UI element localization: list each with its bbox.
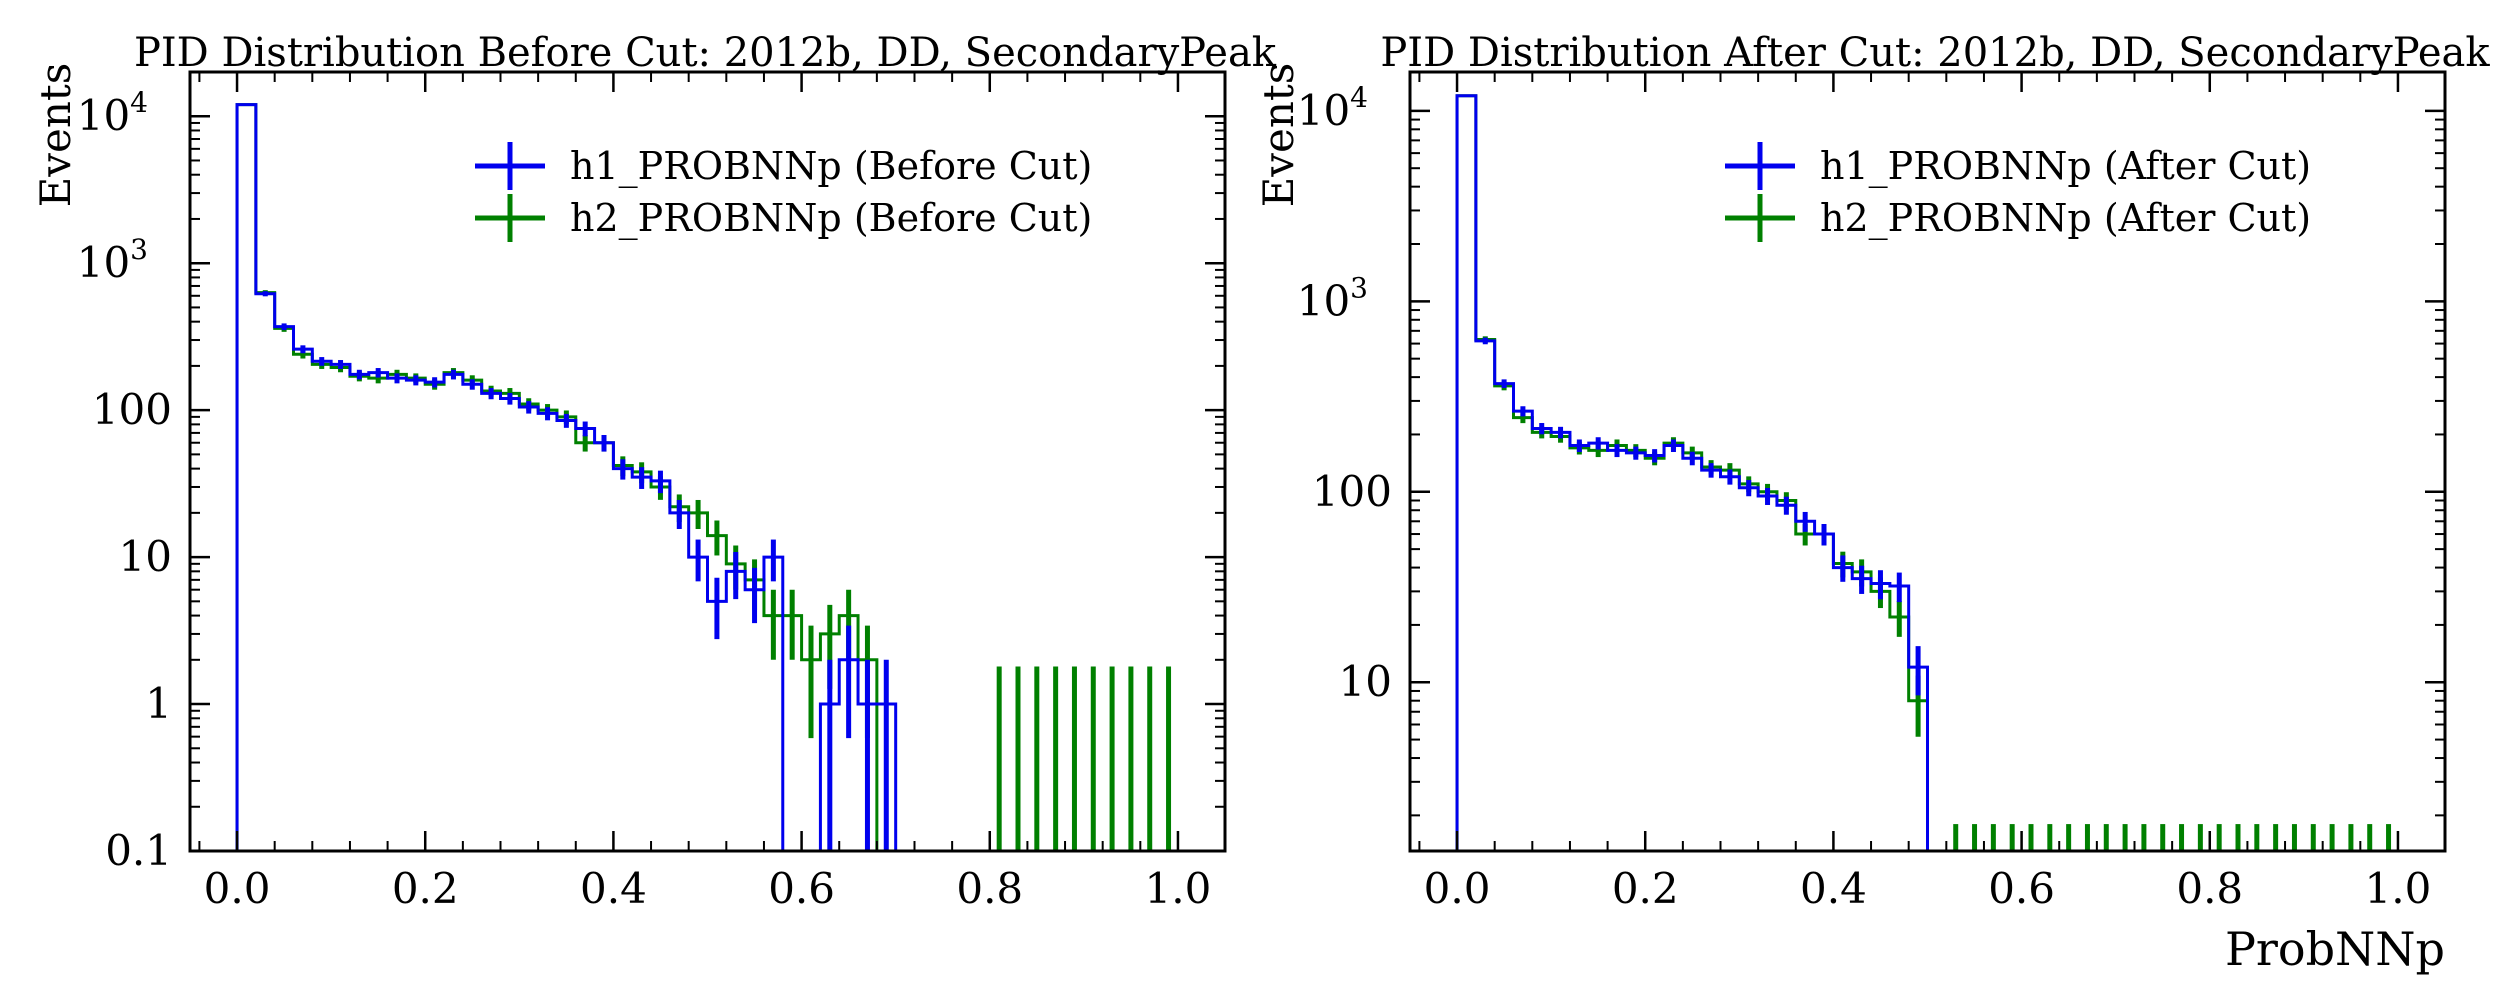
x-tick-label: 0.6	[768, 864, 835, 913]
x-tick-label: 0.0	[204, 864, 271, 913]
x-tick-label: 0.6	[1988, 864, 2055, 913]
legend-label-2: h2_PROBNNp (Before Cut)	[570, 196, 1092, 241]
x-tick-label: 0.0	[1424, 864, 1491, 913]
x-tick-label: 0.8	[956, 864, 1023, 913]
x-tick-label: 0.2	[1612, 864, 1679, 913]
x-tick-label: 0.2	[392, 864, 459, 913]
legend-label-1: h1_PROBNNp (After Cut)	[1820, 144, 2311, 189]
x-tick-label: 0.4	[1800, 864, 1867, 913]
y-tick-label: 100	[1312, 467, 1392, 516]
y-tick-label: 10	[119, 532, 172, 581]
panel-before-cut: PID Distribution Before Cut: 2012b, DD, …	[31, 30, 1277, 913]
y-tick-label: 10	[1339, 657, 1392, 706]
y-tick-label: 1	[145, 679, 172, 728]
panel-after-cut-ticks: 0.0 0.2 0.4 0.6 0.8 1.0 104 103 100 10	[1297, 72, 2445, 913]
y-tick-label: 103	[1297, 271, 1368, 325]
y-tick-label: 100	[92, 385, 172, 434]
legend-label-2: h2_PROBNNp (After Cut)	[1820, 196, 2311, 241]
panel-after-cut-ylabel: Events	[1254, 63, 1303, 208]
panel-before-cut-ticks: 0.0 0.2 0.4 0.6 0.8 1.0 104 103 100 10 1 0.1	[77, 71, 1225, 913]
panel-after-cut-legend: h1_PROBNNp (After Cut) h2_PROBNNp (After …	[1725, 142, 2311, 242]
panel-after-cut-title: PID Distribution After Cut: 2012b, DD, S…	[1380, 30, 2490, 76]
panel-after-cut-xlabel: ProbNNp	[2225, 922, 2445, 976]
y-tick-label: 103	[77, 233, 148, 287]
x-tick-label: 0.8	[2176, 864, 2243, 913]
panel-after-cut: PID Distribution After Cut: 2012b, DD, S…	[1254, 30, 2490, 976]
x-tick-label: 0.4	[580, 864, 647, 913]
y-tick-label: 104	[77, 86, 148, 140]
panel-before-cut-title: PID Distribution Before Cut: 2012b, DD, …	[134, 30, 1277, 76]
panel-after-cut-frame	[1408, 70, 2447, 853]
panel-before-cut-legend: h1_PROBNNp (Before Cut) h2_PROBNNp (Befor…	[475, 142, 1092, 242]
panel-before-cut-ylabel: Events	[31, 63, 80, 208]
panel-before-cut-frame	[188, 70, 1227, 853]
x-tick-label: 1.0	[2365, 864, 2432, 913]
x-tick-label: 1.0	[1145, 864, 1212, 913]
y-tick-label: 104	[1297, 81, 1368, 135]
y-tick-label: 0.1	[105, 826, 172, 875]
legend-label-1: h1_PROBNNp (Before Cut)	[570, 144, 1092, 189]
